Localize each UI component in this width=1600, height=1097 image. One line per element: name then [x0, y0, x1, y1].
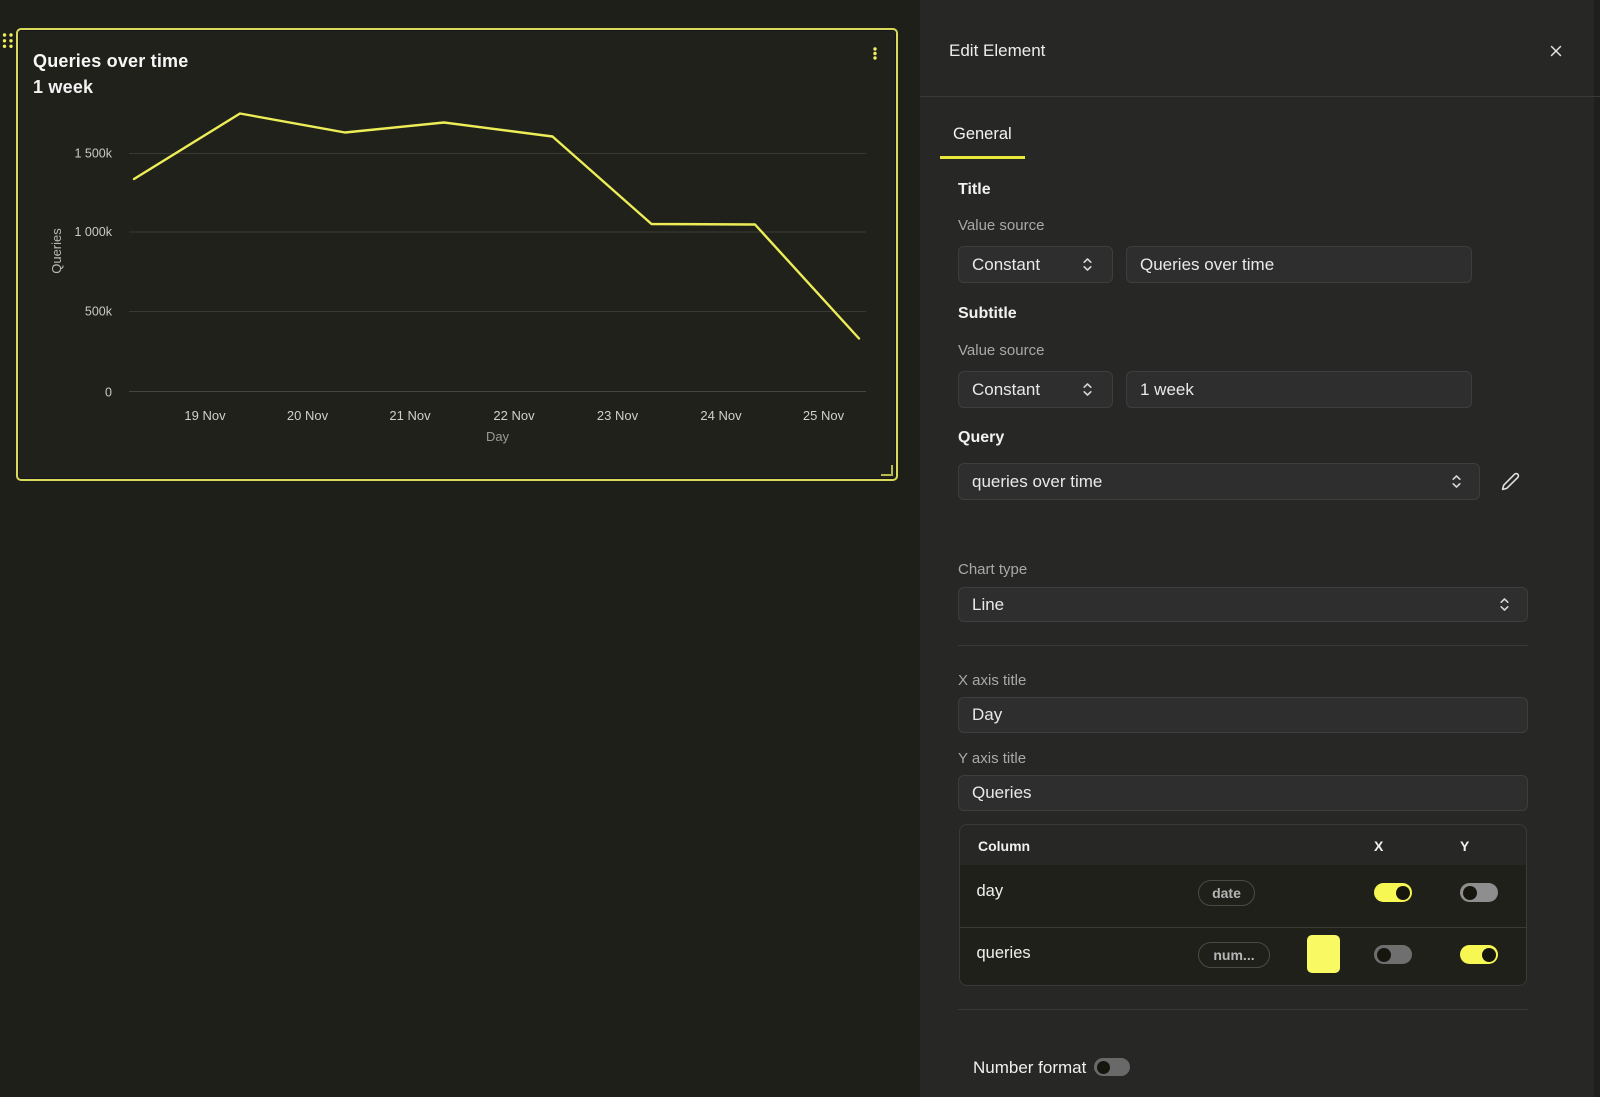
svg-text:1 000k: 1 000k [74, 225, 112, 239]
svg-text:0: 0 [105, 386, 112, 400]
svg-text:1 500k: 1 500k [74, 147, 112, 161]
svg-text:22 Nov: 22 Nov [493, 408, 535, 423]
svg-text:19 Nov: 19 Nov [184, 408, 226, 423]
svg-text:24 Nov: 24 Nov [700, 408, 742, 423]
svg-text:20 Nov: 20 Nov [287, 408, 329, 423]
svg-text:23 Nov: 23 Nov [597, 408, 639, 423]
svg-text:Queries: Queries [49, 228, 64, 274]
svg-text:25 Nov: 25 Nov [803, 408, 845, 423]
svg-text:500k: 500k [85, 305, 113, 319]
svg-text:21 Nov: 21 Nov [389, 408, 431, 423]
svg-text:Day: Day [486, 429, 510, 444]
